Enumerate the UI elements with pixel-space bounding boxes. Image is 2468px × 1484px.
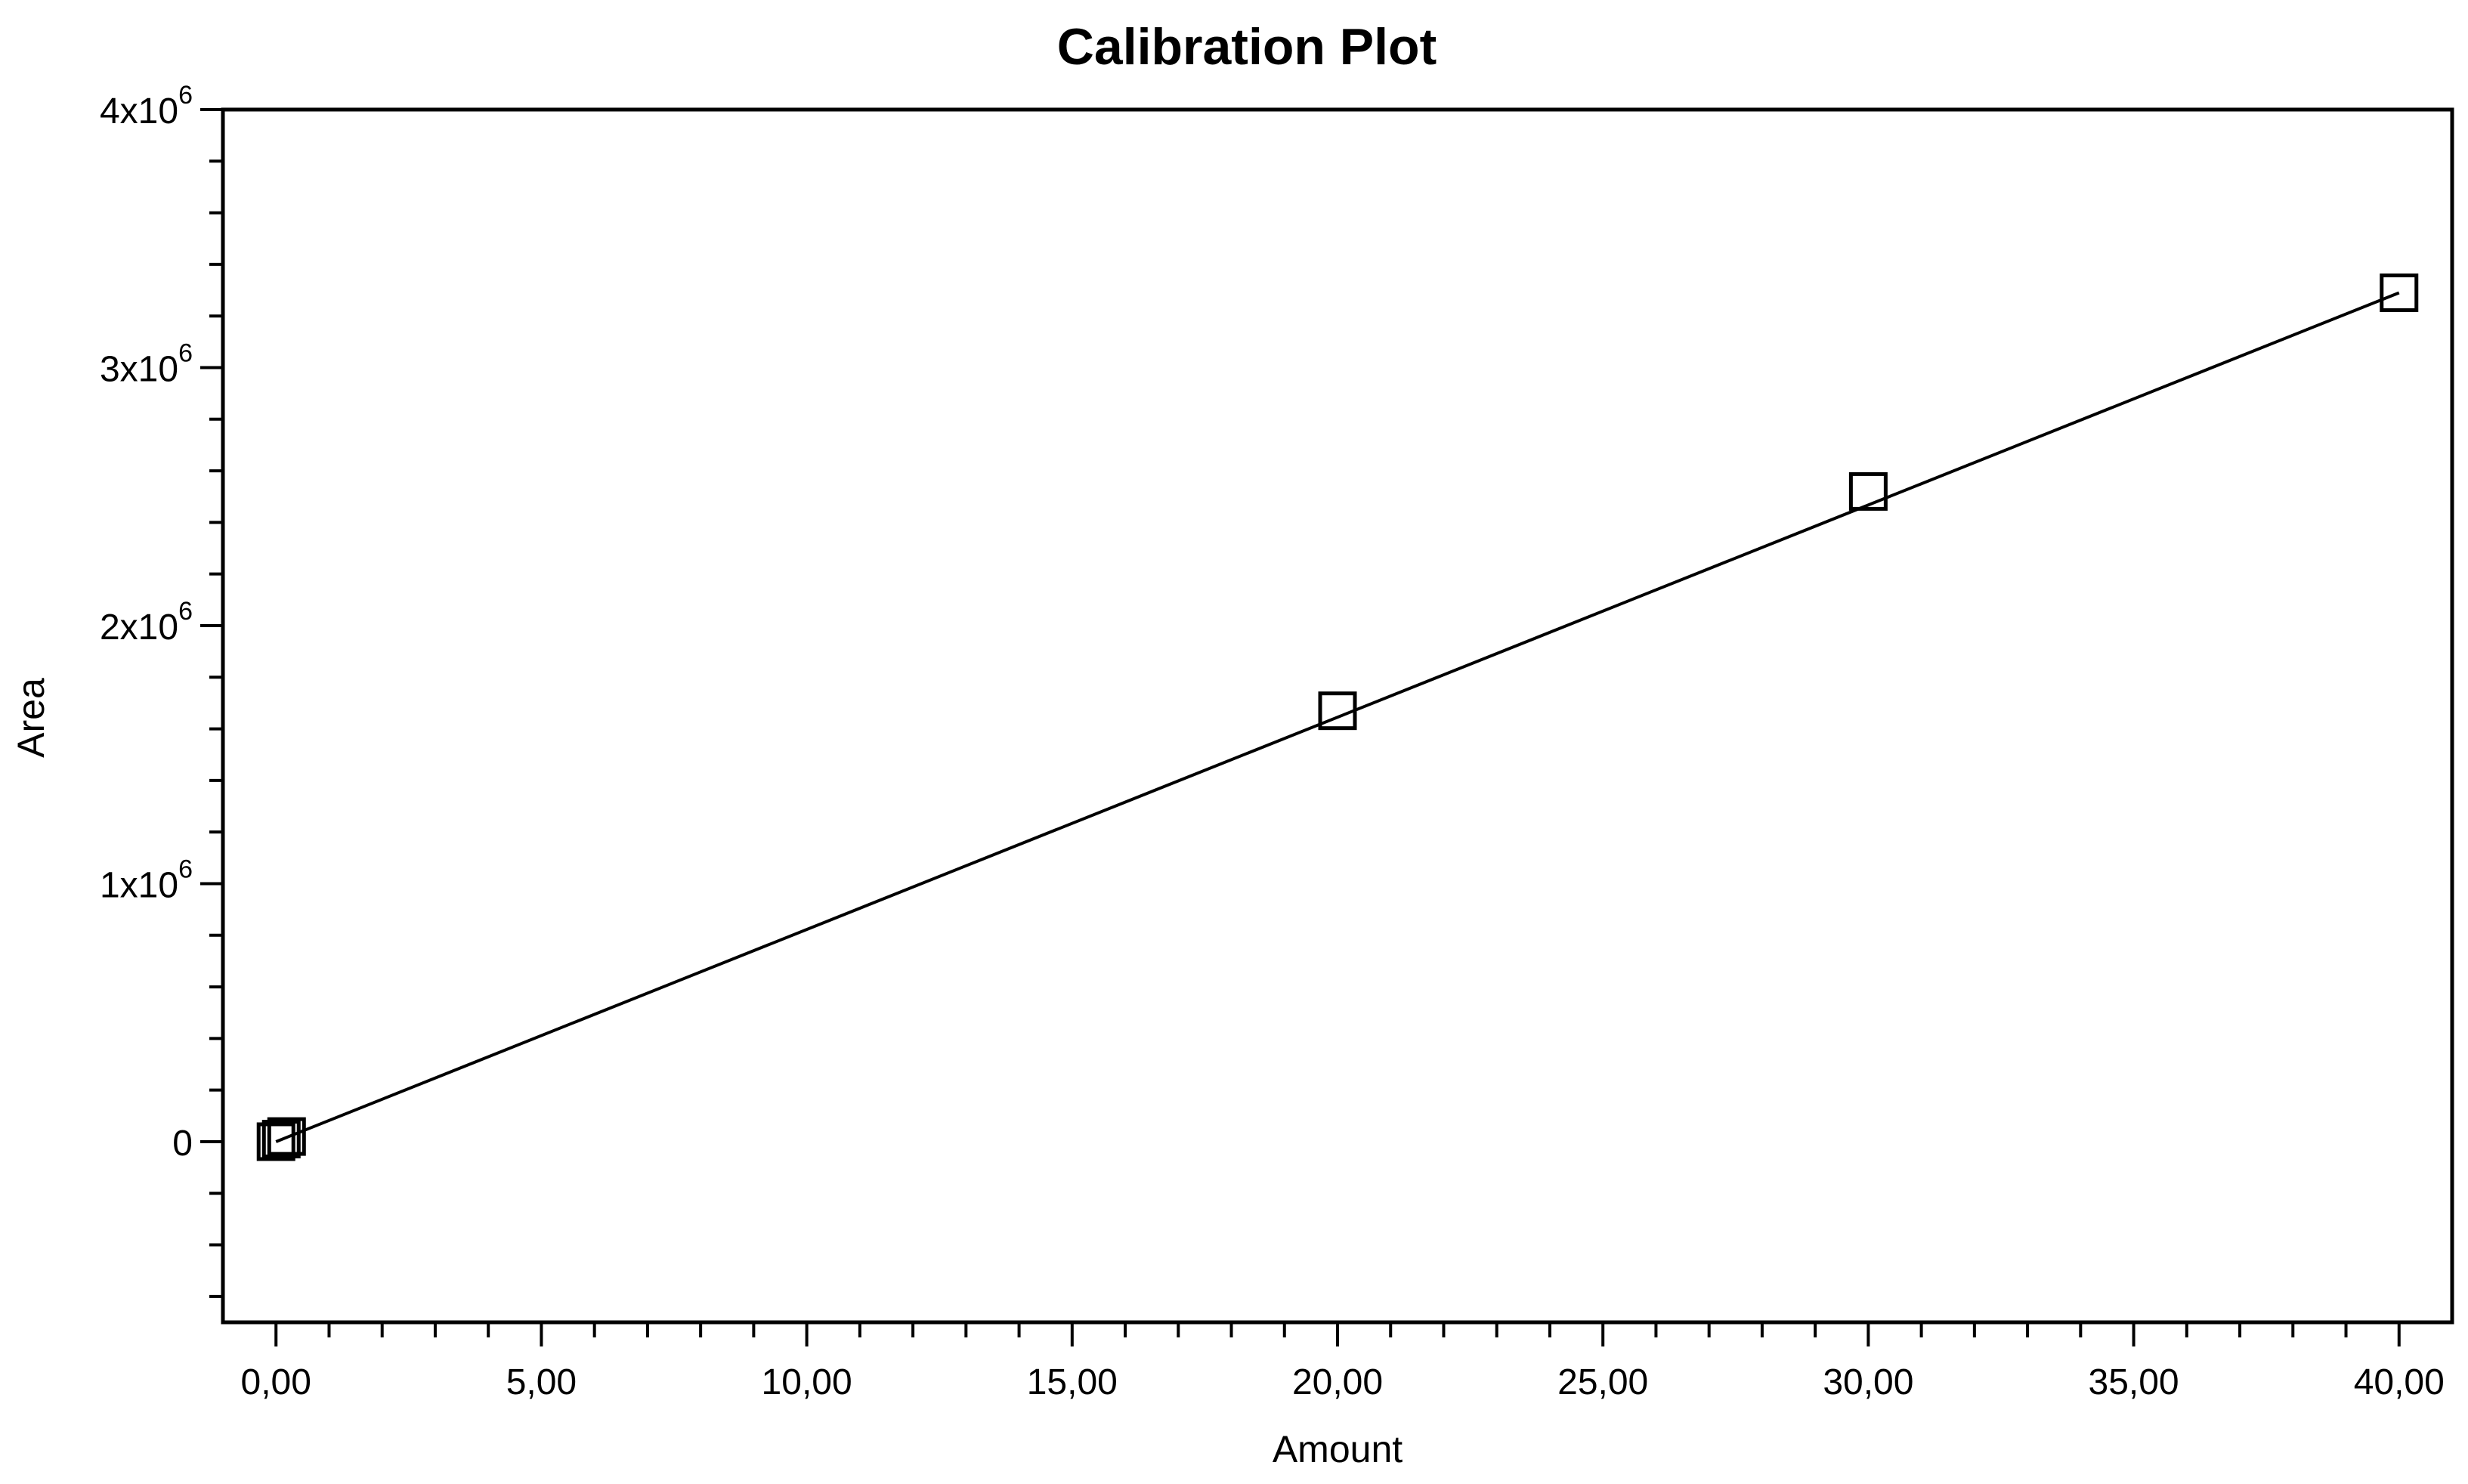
x-tick-label: 40,00	[2354, 1362, 2445, 1402]
plot-area: 0,00 5,00 10,00 15,00 20,00 25,00 30,00 35,00 40…	[100, 81, 2454, 1402]
x-axis-label: Amount	[1273, 1428, 1403, 1470]
data-point	[256, 1122, 295, 1161]
x-tick-label: 10,00	[762, 1362, 852, 1402]
data-point	[267, 1117, 306, 1156]
x-tick-label: 15,00	[1027, 1362, 1118, 1402]
y-axis-label: Area	[10, 678, 52, 758]
calibration-fit-line	[275, 291, 2400, 1143]
data-point	[2380, 273, 2419, 312]
y-tick-label: 4x106	[100, 81, 193, 131]
y-tick-label: 1x106	[100, 855, 193, 905]
y-tick-label: 2x106	[100, 597, 193, 648]
x-tick-label: 25,00	[1557, 1362, 1648, 1402]
data-point	[1318, 691, 1357, 731]
data-point	[261, 1120, 301, 1159]
x-tick-label: 5,00	[506, 1362, 577, 1402]
x-tick-label: 20,00	[1292, 1362, 1383, 1402]
y-tick-label: 0	[172, 1124, 193, 1164]
y-tick-label: 3x106	[100, 339, 193, 389]
x-tick-label: 30,00	[1823, 1362, 1913, 1402]
x-tick-label: 0,00	[241, 1362, 311, 1402]
x-tick-label: 35,00	[2089, 1362, 2179, 1402]
data-point	[1848, 471, 1888, 511]
chart-title: Calibration Plot	[1057, 18, 1437, 76]
